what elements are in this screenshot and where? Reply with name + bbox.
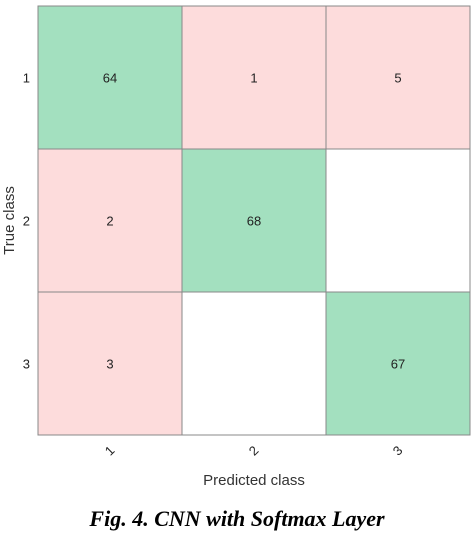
y-tick-label: 2 [23, 214, 30, 229]
matrix-cell-r3-c3 [325, 291, 471, 436]
figure-caption: Fig. 4. CNN with Softmax Layer [89, 506, 385, 531]
cell-value-r2-c2: 68 [247, 214, 261, 229]
matrix-cell-r3-c2 [181, 291, 327, 436]
confusion-matrix-chart: 64 1 5 2 68 3 67 1 2 3 1 2 3 Predicted class True … [1, 5, 471, 489]
cell-value-r1-c3: 5 [394, 71, 401, 86]
matrix-cell-r2-c3 [325, 148, 471, 293]
matrix-cell-r2-c1 [37, 148, 183, 293]
x-tick-label: 1 [102, 443, 118, 459]
matrix-cell-r1-c1 [37, 5, 183, 150]
y-axis-label: True class [1, 186, 18, 255]
matrix-cell-r2-c2 [181, 148, 327, 293]
cell-value-r3-c1: 3 [106, 357, 113, 372]
y-tick-label: 1 [23, 71, 30, 86]
matrix-cell-r3-c1 [37, 291, 183, 436]
cell-value-r1-c1: 64 [103, 71, 117, 86]
cell-value-r3-c3: 67 [391, 357, 405, 372]
x-tick-label: 2 [246, 443, 262, 459]
matrix-cell-r1-c3 [325, 5, 471, 150]
cell-value-r1-c2: 1 [250, 71, 257, 86]
cell-value-r2-c1: 2 [106, 214, 113, 229]
y-tick-label: 3 [23, 357, 30, 372]
y-axis-ticks: 1 2 3 [23, 71, 30, 372]
x-axis-label: Predicted class [203, 472, 305, 489]
x-tick-label: 3 [390, 443, 406, 459]
x-axis-ticks: 1 2 3 [102, 443, 406, 459]
matrix-cell-r1-c2 [181, 5, 327, 150]
matrix-cell-values: 64 1 5 2 68 3 67 [103, 71, 405, 372]
matrix-cells [37, 5, 471, 436]
